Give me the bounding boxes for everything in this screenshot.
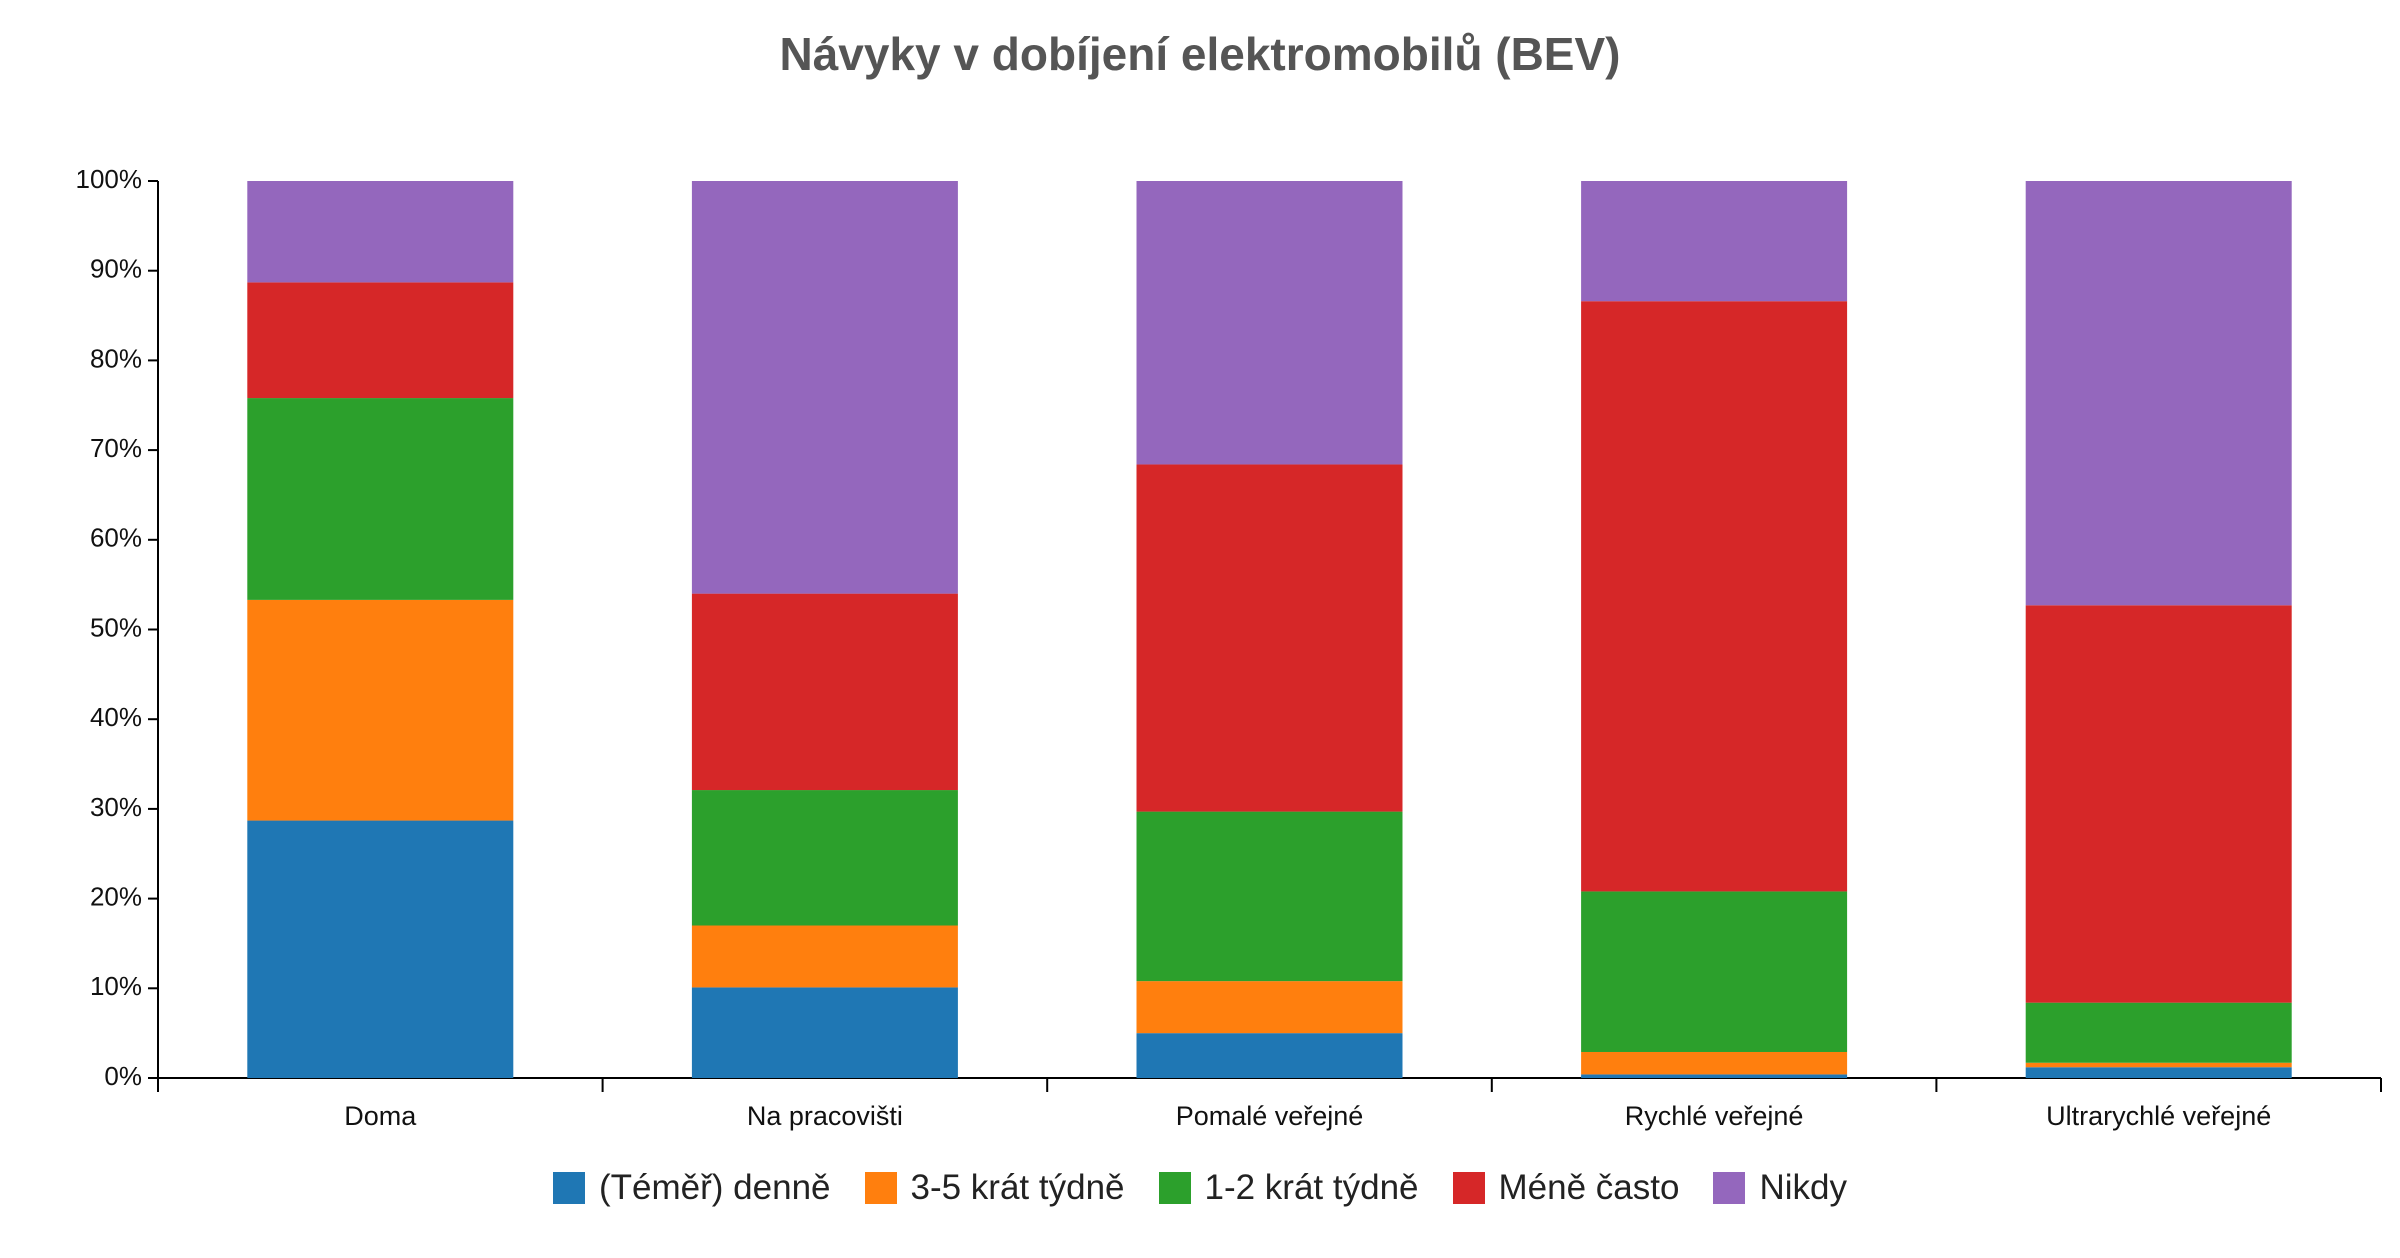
bar-segment <box>691 593 958 791</box>
legend-swatch <box>1452 1172 1485 1204</box>
bar-segment <box>247 181 514 283</box>
bar-segment <box>1581 181 1848 302</box>
y-tick-label: 50% <box>90 612 142 642</box>
x-tick-label: Na pracovišti <box>746 1101 903 1131</box>
y-tick-label: 10% <box>90 971 142 1001</box>
bar-segment <box>691 925 958 988</box>
bar-segment <box>1136 181 1403 465</box>
y-tick-label: 90% <box>90 254 142 284</box>
bar-segment <box>2025 605 2292 1003</box>
legend-item: 3-5 krát týdně <box>864 1168 1125 1208</box>
x-tick-label: Pomalé veřejné <box>1175 1101 1364 1131</box>
legend-swatch <box>1713 1172 1746 1204</box>
y-tick-label: 70% <box>90 433 142 463</box>
y-tick-label: 0% <box>104 1061 142 1091</box>
bar-segment <box>247 398 514 600</box>
legend: (Téměř) denně 3-5 krát týdně 1-2 krát týdn… <box>0 1168 2400 1208</box>
bar-segment <box>2025 181 2292 606</box>
legend-label: 3-5 krát týdně <box>910 1168 1125 1207</box>
y-tick-label: 40% <box>90 702 142 732</box>
legend-label: (Téměř) denně <box>599 1168 831 1207</box>
bar-segment <box>1136 1033 1403 1078</box>
bar-segment <box>1136 981 1403 1034</box>
y-tick-label: 20% <box>90 881 142 911</box>
y-tick-label: 100% <box>76 164 143 194</box>
bar-segment <box>247 599 514 821</box>
legend-item: Méně často <box>1452 1168 1680 1208</box>
bar-segment <box>691 181 958 594</box>
legend-item: Nikdy <box>1713 1168 1847 1208</box>
bar-segment <box>1581 1051 1848 1075</box>
chart-title: Návyky v dobíjení elektromobilů (BEV) <box>780 28 1621 80</box>
bar-segment <box>1581 301 1848 892</box>
bar-segment <box>1136 811 1403 982</box>
bar-segment <box>247 282 514 399</box>
bar-segment <box>247 820 514 1078</box>
bar-segment <box>2025 1062 2292 1068</box>
legend-swatch <box>553 1172 586 1204</box>
bar-segment <box>691 790 958 926</box>
bar-segment <box>1581 891 1848 1052</box>
bar-segment <box>691 987 958 1078</box>
x-tick-label: Ultrarychlé veřejné <box>2046 1101 2272 1131</box>
y-tick-label: 80% <box>90 343 142 373</box>
y-tick-label: 60% <box>90 523 142 553</box>
legend-label: 1-2 krát týdně <box>1204 1168 1419 1207</box>
legend-swatch <box>864 1172 897 1204</box>
bar-segment <box>1136 464 1403 812</box>
bar-segment <box>2025 1067 2292 1078</box>
legend-item: (Téměř) denně <box>553 1168 831 1208</box>
bar-segment <box>2025 1002 2292 1063</box>
legend-item: 1-2 krát týdně <box>1158 1168 1419 1208</box>
bar-segment <box>1581 1074 1848 1078</box>
x-tick-label: Doma <box>344 1101 417 1131</box>
legend-swatch <box>1158 1172 1191 1204</box>
y-tick-label: 30% <box>90 792 142 822</box>
legend-label: Méně často <box>1498 1168 1680 1207</box>
x-tick-label: Rychlé veřejné <box>1624 1101 1804 1131</box>
legend-label: Nikdy <box>1759 1168 1847 1207</box>
